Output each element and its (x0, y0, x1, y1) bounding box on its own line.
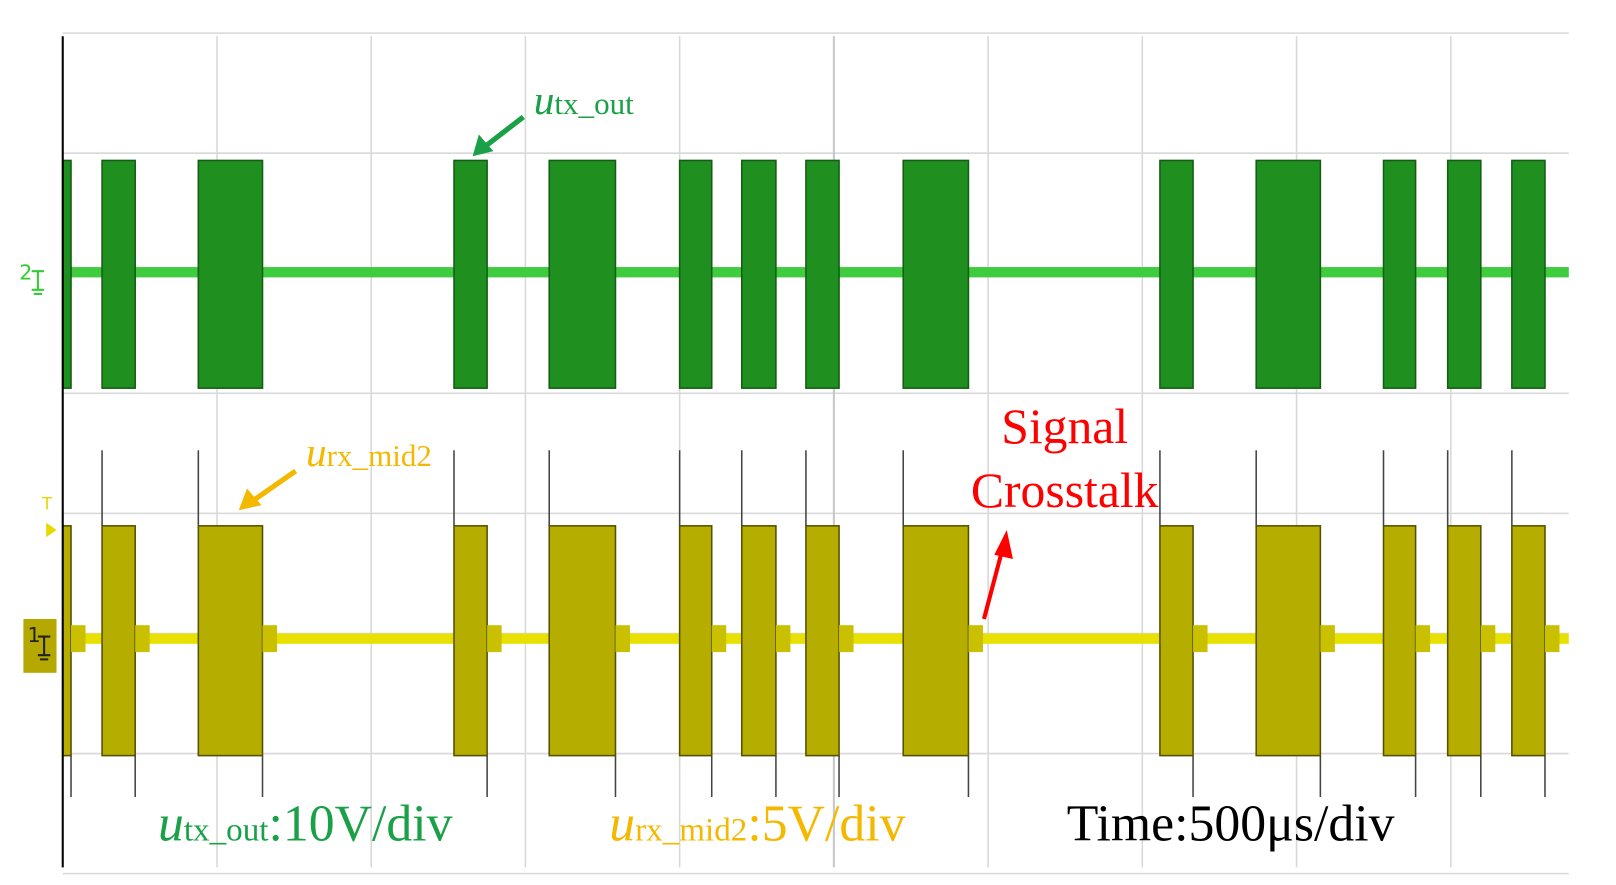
crosstalk-arrowhead (994, 529, 1013, 559)
ch1-marker: 1 (28, 623, 41, 647)
rx-burst (1159, 525, 1194, 757)
ch2-marker: 2 (19, 260, 32, 284)
crosstalk-arrow (981, 548, 1005, 620)
tx-arrow (481, 114, 525, 151)
tx-burst (740, 159, 777, 389)
tx-burst (902, 159, 970, 389)
rx-subscript: rx_mid2 (327, 438, 432, 473)
tx-burst (1255, 159, 1322, 389)
rx-burst (61, 525, 72, 757)
tx-burst (197, 159, 264, 389)
rx-arrow (249, 468, 298, 505)
crosstalk-line-2: Crosstalk (971, 463, 1159, 518)
tx-burst (453, 159, 488, 389)
rx-ringing (1320, 625, 1335, 653)
rx-burst (548, 525, 617, 757)
trigger-arrow (46, 522, 57, 538)
rx-burst (805, 525, 840, 757)
tx-burst (678, 159, 713, 389)
rx-burst (902, 525, 970, 757)
rx-ringing (839, 625, 854, 653)
rx-ringing (1544, 625, 1560, 653)
tx-scale-symbol: u (158, 795, 184, 852)
ch1-marker-box (23, 618, 57, 673)
tx-symbol: u (534, 77, 555, 123)
tx-burst (1511, 159, 1546, 389)
time-scale: Time:500μs/div (1067, 795, 1395, 852)
rx-burst (101, 525, 136, 757)
rx-burst (1382, 525, 1417, 757)
tx-scale: utx_out:10V/div (158, 795, 453, 852)
rx-scale-subscript: rx_mid2 (635, 811, 747, 848)
tx-burst (101, 159, 136, 389)
ch1-ground-icon (37, 635, 51, 661)
rx-burst (1511, 525, 1546, 757)
rx-burst (1446, 525, 1482, 757)
tx-arrowhead (472, 134, 494, 157)
ch2-ground-icon (31, 270, 45, 296)
rx-label: urx_mid2 (306, 429, 432, 475)
rx-burst (678, 525, 713, 757)
rx-ringing (262, 625, 277, 653)
rx-scale-symbol: u (609, 795, 635, 852)
tx-burst (1159, 159, 1194, 389)
tx-label: utx_out (534, 77, 634, 123)
tx-burst (805, 159, 840, 389)
rx-symbol: u (306, 429, 327, 475)
rx-burst (197, 525, 264, 757)
rx-ringing (1480, 625, 1496, 653)
tx-burst (61, 159, 72, 389)
rx-burst (740, 525, 777, 757)
tx-scale-subscript: tx_out (184, 811, 269, 848)
rx-ringing (775, 625, 791, 653)
rx-ringing (487, 625, 502, 653)
rx-arrowhead (238, 488, 262, 511)
trigger-marker: T (41, 494, 53, 513)
rx-scale: urx_mid2:5V/div (609, 795, 905, 852)
rx-ringing (1193, 625, 1208, 653)
rx-scale-setting: :5V/div (747, 795, 905, 852)
rx-burst (453, 525, 488, 757)
tx-burst (548, 159, 617, 389)
traces (61, 159, 1569, 798)
rx-ringing (615, 625, 630, 653)
crosstalk-line-1: Signal (1001, 399, 1128, 454)
rx-ringing (135, 625, 150, 653)
rx-ringing (968, 625, 983, 653)
tx-burst (1382, 159, 1417, 389)
rx-ringing (711, 625, 727, 653)
tx-burst (1446, 159, 1482, 389)
rx-ringing (1415, 625, 1431, 653)
rx-ringing (71, 625, 86, 653)
tx-scale-setting: :10V/div (268, 795, 452, 852)
rx-burst (1255, 525, 1322, 757)
tx-subscript: tx_out (554, 86, 634, 121)
